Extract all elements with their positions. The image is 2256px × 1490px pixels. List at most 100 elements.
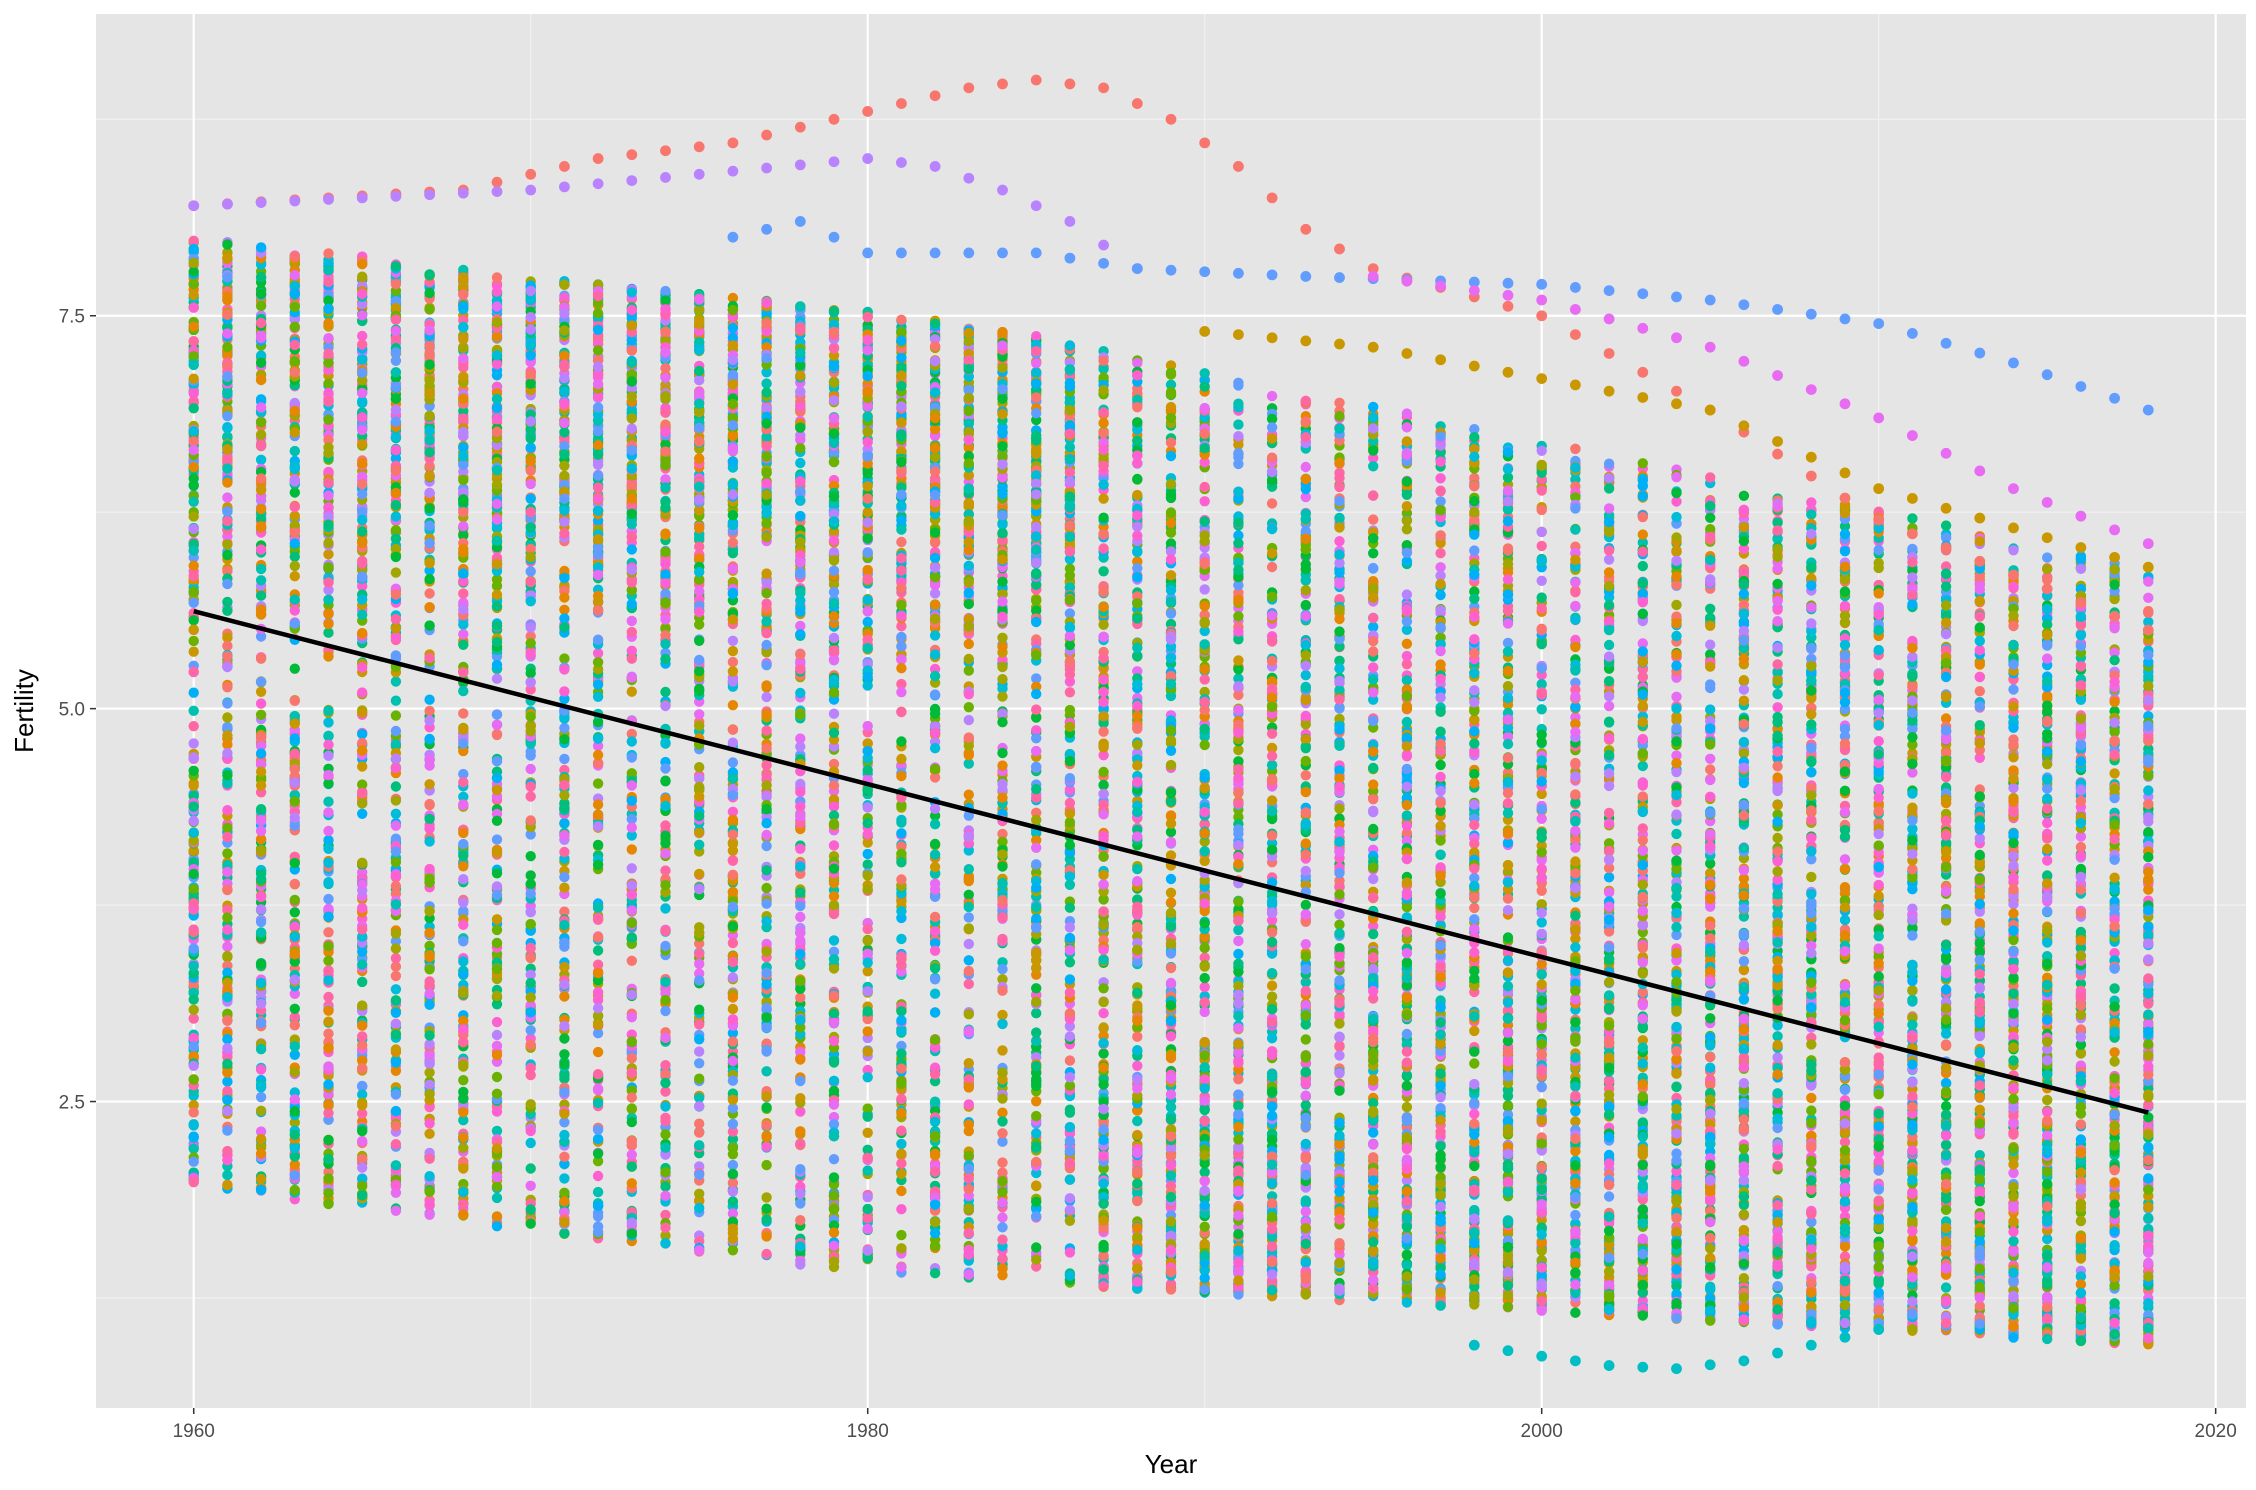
data-point <box>323 1061 334 1072</box>
data-point <box>828 565 840 576</box>
data-point <box>424 588 435 599</box>
data-point <box>458 1199 469 1210</box>
data-point <box>795 301 806 312</box>
data-point <box>559 1033 570 1044</box>
data-point <box>491 272 503 283</box>
data-point <box>559 516 570 527</box>
data-point <box>424 1153 435 1164</box>
data-point <box>559 1058 570 1070</box>
data-point <box>727 1014 739 1025</box>
data-point <box>222 1067 233 1078</box>
data-point <box>727 829 739 840</box>
data-point <box>289 763 300 775</box>
data-point <box>222 309 233 320</box>
data-point <box>323 414 334 425</box>
data-point <box>222 770 233 781</box>
data-point <box>626 736 637 747</box>
data-point <box>828 456 840 467</box>
data-point <box>795 958 806 970</box>
data-point <box>761 1044 772 1056</box>
data-point <box>862 948 873 959</box>
data-point <box>188 1032 199 1044</box>
data-point <box>525 295 536 306</box>
data-point <box>289 1011 300 1023</box>
data-point <box>694 1140 705 1151</box>
data-point <box>357 959 368 970</box>
data-point <box>390 1007 402 1018</box>
data-point <box>357 367 368 378</box>
data-point <box>559 622 570 633</box>
data-point <box>727 757 739 768</box>
data-point <box>390 1179 402 1191</box>
data-point <box>795 557 806 568</box>
data-point <box>626 686 637 697</box>
data-point <box>761 1203 772 1214</box>
data-point <box>795 1164 806 1175</box>
data-point <box>255 590 267 601</box>
data-point <box>727 548 739 559</box>
data-point <box>458 1163 469 1174</box>
data-point <box>491 1049 503 1061</box>
data-point <box>323 955 334 966</box>
data-point <box>222 422 233 434</box>
data-point <box>828 780 840 791</box>
data-point <box>761 639 772 651</box>
data-point <box>491 1029 503 1041</box>
data-point <box>559 1129 570 1141</box>
data-point <box>727 304 739 316</box>
data-point <box>357 1135 368 1147</box>
data-point <box>559 460 570 471</box>
data-point <box>896 933 907 945</box>
data-point <box>323 705 334 716</box>
data-point <box>323 519 334 530</box>
data-point <box>828 1017 840 1029</box>
data-point <box>424 1199 435 1210</box>
data-point <box>188 827 199 838</box>
data-point <box>289 301 300 313</box>
data-point <box>255 544 267 555</box>
data-point <box>761 467 772 479</box>
data-point <box>357 514 368 526</box>
data-point <box>761 818 772 829</box>
data-point <box>559 470 570 481</box>
data-point <box>424 863 435 875</box>
data-point <box>255 958 267 969</box>
data-point <box>559 1217 570 1228</box>
data-point <box>559 961 570 973</box>
data-point <box>727 1168 739 1180</box>
data-point <box>592 1148 604 1159</box>
data-point <box>390 614 402 625</box>
data-point <box>828 1256 840 1267</box>
data-point <box>592 691 604 702</box>
data-point <box>525 416 536 427</box>
data-point <box>862 1213 873 1224</box>
data-point <box>289 551 300 562</box>
data-point <box>592 839 604 851</box>
data-point <box>727 537 739 548</box>
data-point <box>694 1073 705 1084</box>
data-point <box>727 773 739 784</box>
data-point <box>491 317 503 328</box>
data-point <box>188 523 199 535</box>
data-point <box>626 413 637 424</box>
data-point <box>323 248 334 259</box>
data-point <box>727 972 739 983</box>
data-point <box>559 1108 570 1120</box>
data-point <box>188 436 199 447</box>
data-point <box>357 788 368 799</box>
data-point <box>862 451 873 462</box>
data-point <box>357 271 368 282</box>
data-point <box>525 878 536 890</box>
data-point <box>424 520 435 531</box>
data-point <box>323 927 334 938</box>
data-point <box>862 923 873 935</box>
data-point <box>626 1103 637 1114</box>
data-point <box>525 566 536 577</box>
data-point <box>491 1071 503 1083</box>
data-point <box>458 450 469 462</box>
data-point <box>424 269 435 280</box>
data-point <box>255 429 267 440</box>
data-point <box>694 1127 705 1138</box>
data-point <box>491 286 503 297</box>
data-point <box>188 302 199 313</box>
